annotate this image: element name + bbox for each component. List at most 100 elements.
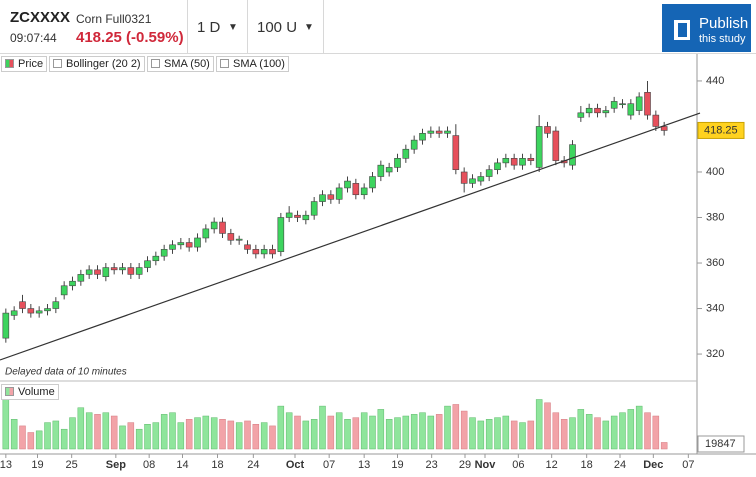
volume-bar bbox=[444, 405, 451, 450]
volume-bar bbox=[660, 442, 668, 450]
volume-tag-label: 19847 bbox=[705, 438, 736, 450]
candle-body bbox=[585, 107, 593, 114]
symbol: ZCXXXX bbox=[10, 9, 71, 26]
delay-note: Delayed data of 10 minutes bbox=[5, 367, 127, 378]
candle-body bbox=[427, 130, 435, 134]
volume-bar bbox=[577, 409, 585, 450]
x-tick-label: 19 bbox=[391, 459, 403, 471]
volume-bar bbox=[352, 417, 360, 450]
candle-body bbox=[85, 269, 93, 275]
candle-body bbox=[52, 301, 60, 309]
candle-body bbox=[335, 187, 343, 200]
volume-bar bbox=[477, 420, 485, 450]
volume-bar bbox=[552, 412, 560, 450]
volume-bar bbox=[619, 412, 626, 450]
publish-button[interactable]: Publish this study bbox=[662, 4, 751, 52]
candle-body bbox=[110, 267, 118, 271]
volume-bar bbox=[144, 424, 151, 450]
volume-bar bbox=[527, 420, 535, 450]
candle-body bbox=[235, 238, 243, 241]
candle-body bbox=[602, 110, 610, 114]
units: 100 U bbox=[257, 19, 298, 36]
y-tick-label: 440 bbox=[706, 75, 724, 87]
volume-bar bbox=[219, 419, 226, 450]
volume-bar bbox=[435, 414, 443, 450]
candle-body bbox=[252, 249, 260, 255]
x-tick-label: 13 bbox=[358, 459, 370, 471]
candle-body bbox=[435, 130, 443, 134]
symbol-box[interactable]: ZCXXXX Corn Full0321 09:07:44 418.25 (-0… bbox=[0, 0, 188, 53]
legend-swatch bbox=[5, 387, 14, 396]
volume-bar bbox=[44, 422, 51, 450]
candle-body bbox=[277, 217, 285, 252]
volume-bar bbox=[302, 420, 310, 450]
volume-bar bbox=[644, 412, 651, 450]
volume-bar bbox=[135, 428, 143, 450]
volume-bar bbox=[427, 415, 435, 450]
legend-item[interactable]: SMA (50) bbox=[147, 56, 214, 72]
volume-bar bbox=[335, 412, 343, 450]
volume-legend[interactable]: Volume bbox=[1, 384, 59, 400]
caret: ▼ bbox=[304, 22, 314, 33]
volume-bar bbox=[277, 405, 285, 450]
y-tick-label: 360 bbox=[706, 257, 724, 269]
candle-body bbox=[94, 269, 101, 275]
legend-swatch bbox=[5, 59, 14, 68]
x-tick-label: 29 bbox=[459, 459, 471, 471]
candle-body bbox=[152, 255, 160, 262]
time: 09:07:44 bbox=[10, 31, 57, 45]
candle-body bbox=[269, 249, 276, 255]
interval: 1 D bbox=[197, 19, 221, 36]
volume-bar bbox=[252, 424, 260, 450]
volume-bar bbox=[2, 399, 10, 450]
units-dropdown[interactable]: 100 U ▼ bbox=[248, 0, 324, 53]
candle-body bbox=[344, 180, 351, 189]
volume-bar bbox=[152, 422, 160, 450]
x-tick-label: 07 bbox=[323, 459, 335, 471]
description: Corn Full0321 bbox=[76, 12, 152, 26]
candle-body bbox=[660, 126, 668, 131]
interval-dropdown[interactable]: 1 D ▼ bbox=[188, 0, 248, 53]
candle-body bbox=[419, 132, 426, 141]
candle-body bbox=[244, 244, 251, 250]
candle-body bbox=[35, 310, 43, 314]
volume-bar bbox=[327, 415, 335, 450]
volume-bar bbox=[394, 417, 401, 450]
volume-bar bbox=[294, 415, 301, 450]
x-tick-label: Dec bbox=[643, 459, 663, 471]
candle-body bbox=[410, 139, 418, 150]
legend-swatch bbox=[151, 59, 160, 68]
legend-item[interactable]: SMA (100) bbox=[216, 56, 289, 72]
volume-bar bbox=[652, 415, 660, 450]
volume-bar bbox=[419, 412, 426, 450]
x-tick-label: Oct bbox=[286, 459, 305, 471]
y-tick-label: 340 bbox=[706, 302, 724, 314]
legend-label: Price bbox=[18, 58, 44, 70]
legend-label: SMA (100) bbox=[233, 58, 285, 70]
candle-body bbox=[577, 112, 585, 118]
legend-label: Bollinger (20 2) bbox=[66, 58, 141, 70]
candle-body bbox=[19, 301, 26, 309]
candle-body bbox=[185, 242, 193, 248]
x-tick-label: 18 bbox=[581, 459, 593, 471]
candle-body bbox=[569, 144, 576, 166]
candle-body bbox=[160, 249, 168, 257]
volume-bar bbox=[52, 420, 60, 450]
candle-body bbox=[2, 312, 10, 339]
volume-bar bbox=[194, 417, 201, 450]
candle-body bbox=[327, 194, 335, 200]
candle-body bbox=[394, 158, 401, 168]
x-tick-label: 24 bbox=[247, 459, 259, 471]
volume-bar bbox=[635, 405, 643, 450]
volume-bar bbox=[502, 415, 510, 450]
publish-icon bbox=[674, 20, 690, 40]
candle-body bbox=[552, 130, 560, 161]
legend-item[interactable]: Bollinger (20 2) bbox=[49, 56, 145, 72]
candle-body bbox=[644, 92, 651, 116]
legend-item[interactable]: Price bbox=[1, 56, 48, 72]
volume-bar bbox=[510, 420, 518, 450]
candle-body bbox=[310, 201, 318, 216]
volume-bar bbox=[110, 415, 118, 450]
